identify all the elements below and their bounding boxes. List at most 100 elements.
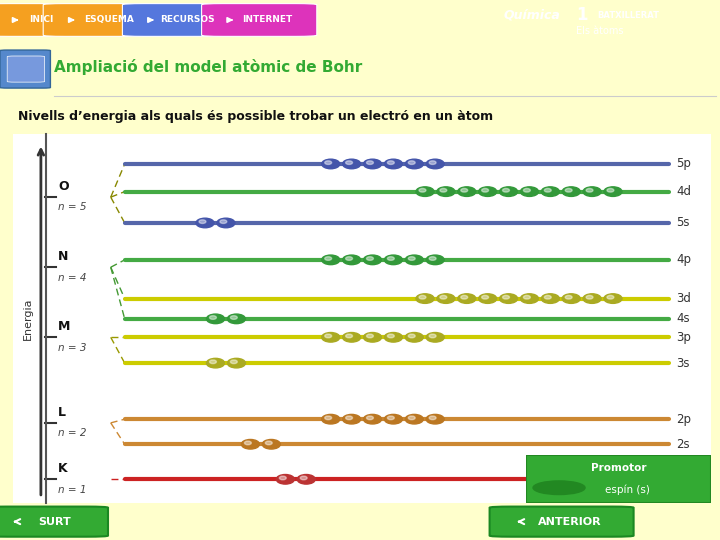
Circle shape: [343, 414, 361, 424]
Circle shape: [408, 256, 415, 260]
FancyBboxPatch shape: [202, 4, 317, 36]
Circle shape: [346, 416, 353, 420]
Circle shape: [364, 159, 382, 169]
Circle shape: [426, 255, 444, 265]
Circle shape: [416, 294, 434, 303]
Circle shape: [276, 475, 294, 484]
FancyBboxPatch shape: [122, 4, 238, 36]
Circle shape: [244, 441, 251, 445]
Circle shape: [586, 295, 593, 299]
Circle shape: [523, 188, 531, 192]
Text: 5s: 5s: [677, 217, 690, 230]
Text: INTERNET: INTERNET: [242, 16, 292, 24]
Circle shape: [300, 476, 307, 480]
Circle shape: [408, 334, 415, 338]
Text: Promotor: Promotor: [590, 463, 647, 473]
Circle shape: [366, 161, 374, 165]
Circle shape: [217, 218, 235, 228]
Text: 4d: 4d: [677, 185, 691, 198]
Circle shape: [346, 161, 353, 165]
Circle shape: [325, 256, 332, 260]
Circle shape: [503, 188, 510, 192]
Circle shape: [482, 188, 489, 192]
Circle shape: [541, 294, 559, 303]
Text: Nivells d’energia als quals és possible trobar un electró en un àtom: Nivells d’energia als quals és possible …: [18, 110, 493, 124]
Circle shape: [210, 316, 217, 319]
Circle shape: [607, 295, 614, 299]
Circle shape: [405, 255, 423, 265]
Circle shape: [220, 220, 227, 224]
Circle shape: [479, 187, 497, 197]
Circle shape: [607, 188, 614, 192]
Text: INICI: INICI: [29, 16, 53, 24]
Circle shape: [426, 333, 444, 342]
Circle shape: [346, 334, 353, 338]
FancyBboxPatch shape: [526, 455, 711, 503]
Text: n = 3: n = 3: [58, 343, 87, 353]
Circle shape: [207, 314, 225, 323]
Circle shape: [346, 256, 353, 260]
Circle shape: [458, 294, 476, 303]
Circle shape: [544, 188, 552, 192]
Circle shape: [440, 295, 447, 299]
Circle shape: [322, 255, 340, 265]
Circle shape: [387, 256, 395, 260]
Circle shape: [405, 159, 423, 169]
Circle shape: [416, 187, 434, 197]
Circle shape: [521, 187, 539, 197]
Text: 4s: 4s: [677, 312, 690, 326]
Circle shape: [500, 187, 518, 197]
Circle shape: [366, 256, 374, 260]
FancyBboxPatch shape: [0, 4, 79, 36]
Circle shape: [565, 295, 572, 299]
Circle shape: [482, 295, 489, 299]
Circle shape: [343, 255, 361, 265]
Circle shape: [384, 414, 402, 424]
Circle shape: [426, 414, 444, 424]
Circle shape: [461, 188, 468, 192]
Text: L: L: [58, 406, 66, 419]
Text: n = 4: n = 4: [58, 273, 87, 282]
Circle shape: [199, 220, 206, 224]
Text: 3s: 3s: [677, 356, 690, 369]
Circle shape: [562, 294, 580, 303]
Circle shape: [523, 295, 531, 299]
Circle shape: [429, 256, 436, 260]
Circle shape: [366, 334, 374, 338]
Circle shape: [279, 476, 287, 480]
Text: SURT: SURT: [38, 517, 71, 526]
Circle shape: [297, 475, 315, 484]
Circle shape: [565, 188, 572, 192]
Circle shape: [366, 416, 374, 420]
Circle shape: [384, 333, 402, 342]
Circle shape: [387, 334, 395, 338]
Circle shape: [408, 416, 415, 420]
Circle shape: [322, 333, 340, 342]
Text: n = 1: n = 1: [58, 484, 87, 495]
Circle shape: [405, 333, 423, 342]
Circle shape: [364, 414, 382, 424]
Circle shape: [419, 295, 426, 299]
Text: n = 2: n = 2: [58, 428, 87, 438]
Text: Química: Química: [504, 9, 561, 22]
Circle shape: [343, 159, 361, 169]
Circle shape: [604, 294, 622, 303]
Circle shape: [440, 188, 447, 192]
Circle shape: [228, 314, 246, 323]
Circle shape: [426, 159, 444, 169]
Circle shape: [262, 440, 280, 449]
Circle shape: [325, 334, 332, 338]
Circle shape: [408, 161, 415, 165]
Circle shape: [544, 295, 552, 299]
Circle shape: [265, 441, 272, 445]
Circle shape: [583, 294, 601, 303]
Circle shape: [586, 188, 593, 192]
Circle shape: [325, 416, 332, 420]
Text: O: O: [58, 180, 69, 193]
Circle shape: [322, 414, 340, 424]
Text: 3p: 3p: [677, 331, 691, 344]
Circle shape: [230, 316, 238, 319]
FancyBboxPatch shape: [43, 4, 158, 36]
Text: 1: 1: [576, 6, 588, 24]
Circle shape: [429, 416, 436, 420]
